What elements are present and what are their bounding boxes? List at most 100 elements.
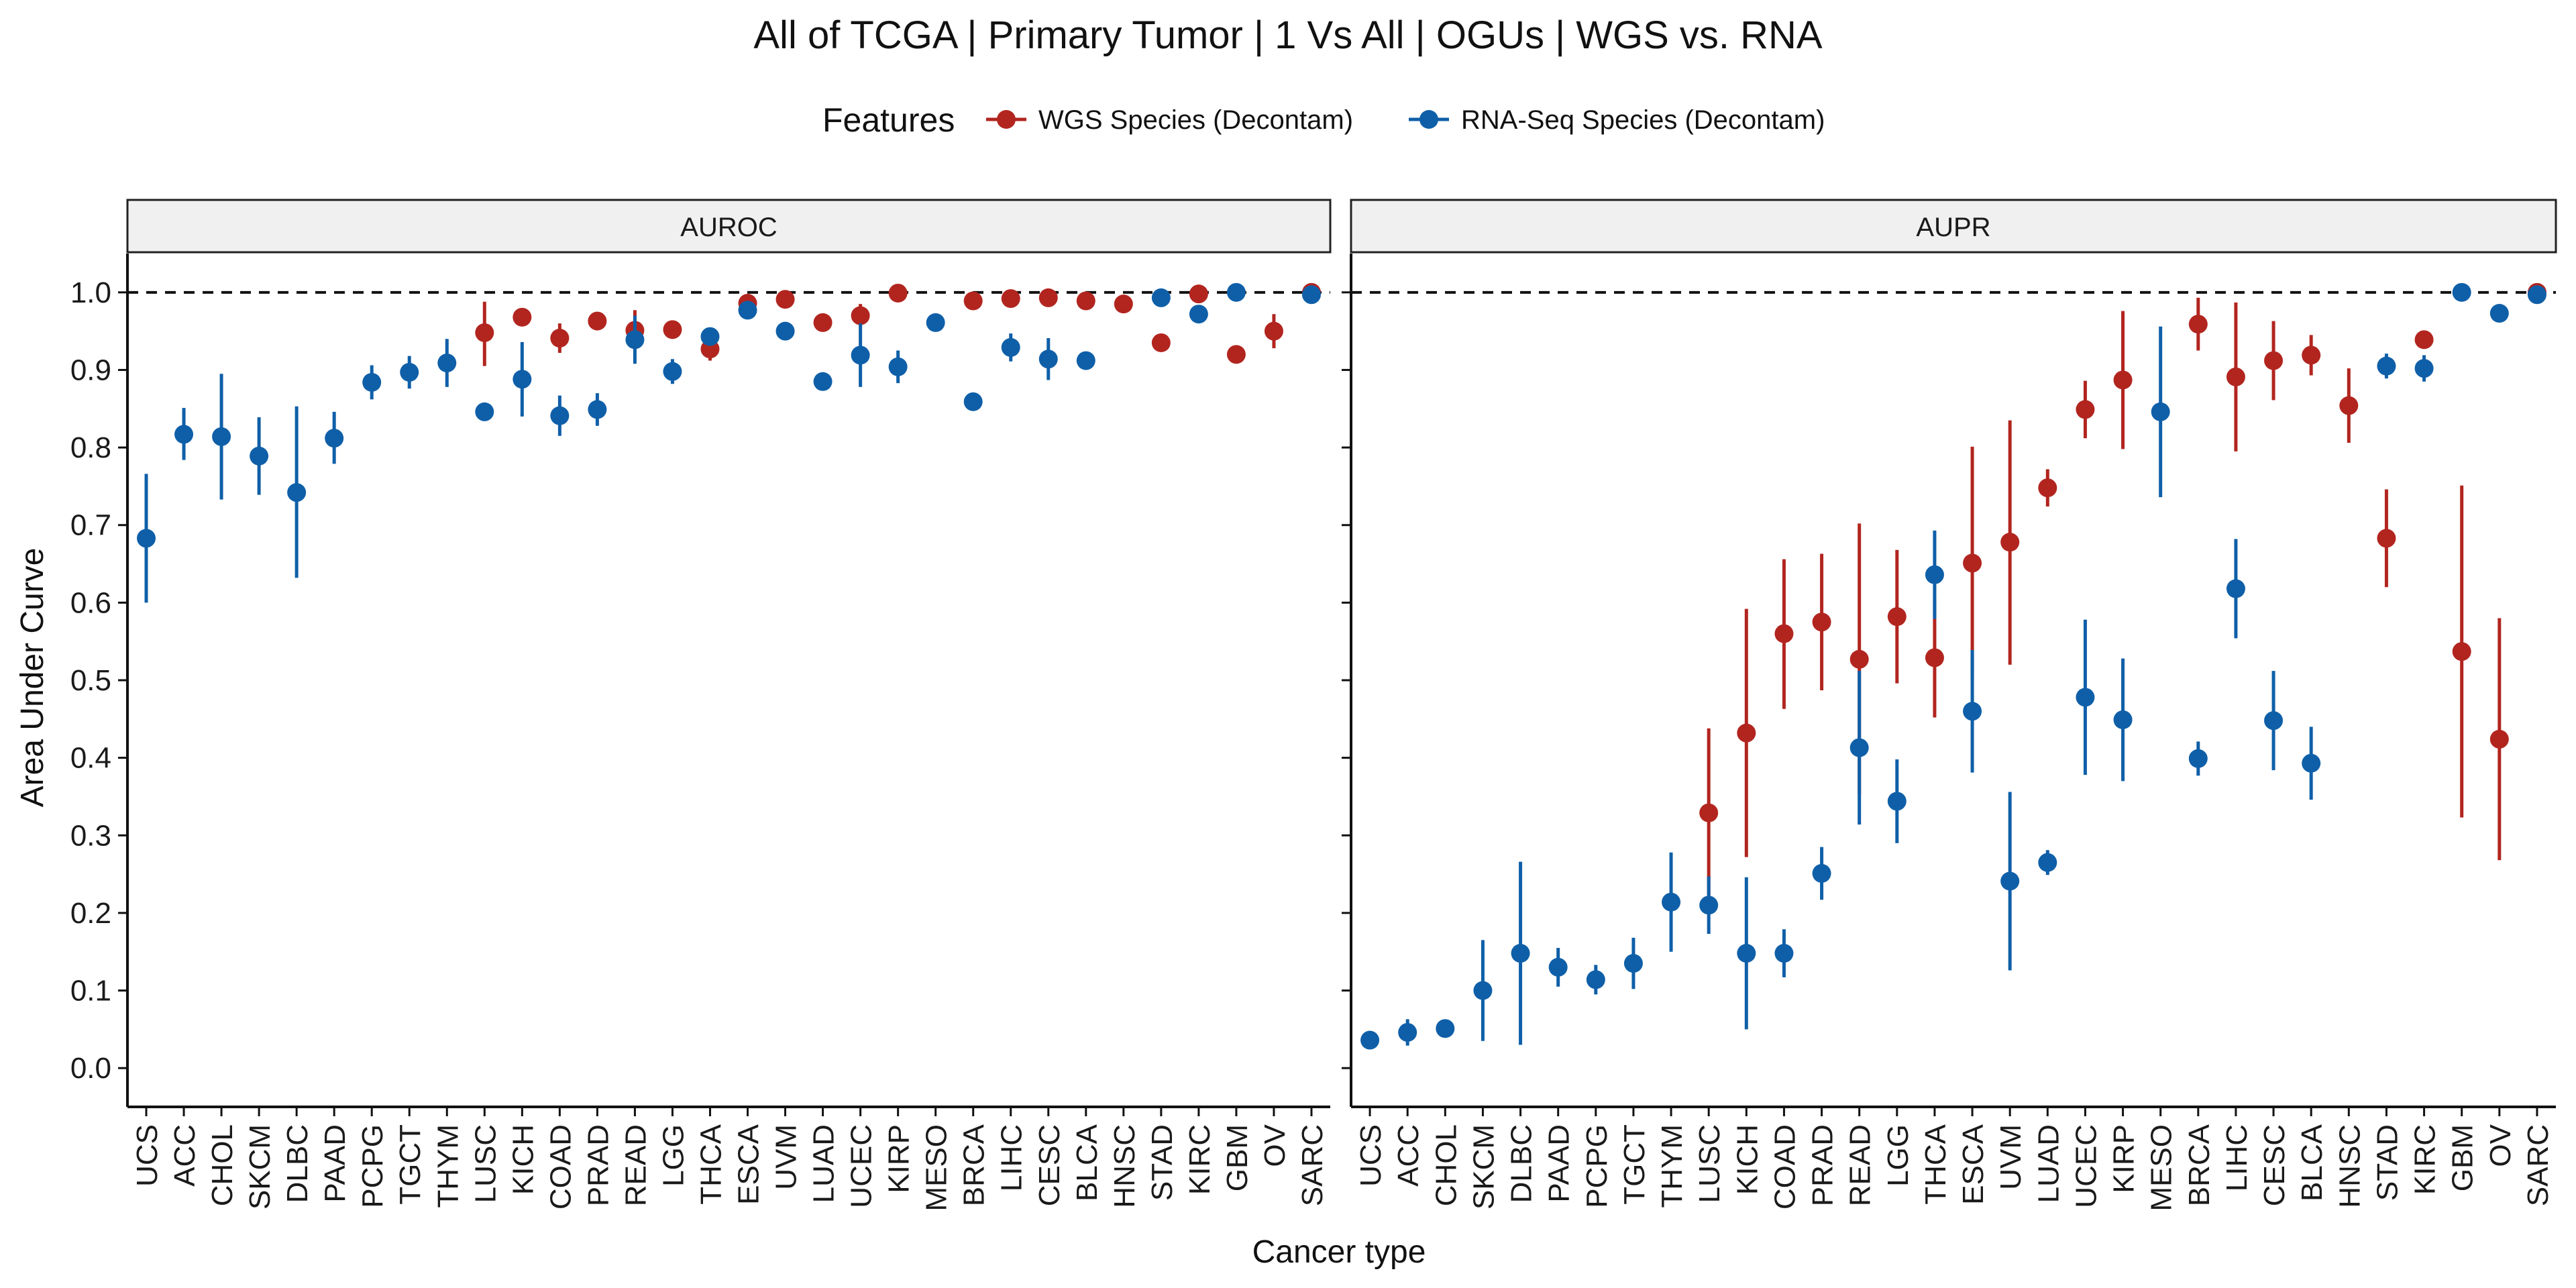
x-tick-label: ESCA [733, 1124, 765, 1204]
data-point [1812, 863, 1831, 883]
x-tick-label: STAD [1146, 1124, 1179, 1201]
x-tick-label: LUSC [469, 1124, 502, 1203]
data-point [1774, 624, 1794, 643]
data-point [1812, 612, 1831, 632]
data-point [437, 354, 457, 373]
data-point [513, 307, 532, 327]
data-point [1264, 321, 1283, 341]
x-tick-label: KIRP [2108, 1124, 2141, 1193]
data-point [1963, 702, 1982, 721]
data-point [2452, 642, 2471, 661]
data-point [700, 327, 720, 346]
y-tick-label: 0.6 [70, 586, 111, 619]
chart-title: All of TCGA | Primary Tumor | 1 Vs All |… [753, 13, 1823, 57]
data-point [2076, 400, 2095, 419]
panel-auroc: AUROC 0.0 0.1 0.2 0.3 0.4 0.5 0.6 0.7 0.8 0.9 1.0 UC… [70, 199, 1332, 1212]
y-tick-label: 0.1 [70, 975, 111, 1008]
data-point [2076, 688, 2095, 707]
data-point [588, 400, 607, 419]
data-point [2414, 359, 2434, 378]
data-point [1963, 553, 1982, 573]
x-tick-label: DLBC [281, 1124, 314, 1203]
x-tick-label: SARC [2522, 1124, 2555, 1206]
data-point [2264, 351, 2284, 370]
series-wgs [475, 282, 1321, 366]
data-point [1398, 1022, 1417, 1042]
x-tick-label: BRCA [958, 1124, 991, 1206]
x-tick-label: TGCT [1618, 1124, 1651, 1205]
y-tick-label: 0.0 [70, 1052, 111, 1085]
data-point [888, 283, 908, 303]
y-tick-label: 0.3 [70, 819, 111, 852]
legend-entry-1: RNA-Seq Species (Decontam) [1409, 105, 1825, 135]
y-axis-label: Area Under Curve [15, 548, 50, 808]
x-tick-label: LGG [657, 1124, 690, 1187]
data-point [2226, 367, 2245, 386]
x-tick-label: CESC [2258, 1124, 2291, 1206]
data-point [250, 446, 269, 466]
data-point [2188, 315, 2208, 334]
x-tick-label: UCEC [2070, 1124, 2102, 1208]
x-tick-label: DLBC [1505, 1124, 1538, 1203]
data-point [400, 362, 419, 382]
data-point [2264, 711, 2284, 731]
x-tick-label: HNSC [1108, 1124, 1141, 1208]
x-tick-label: PRAD [1807, 1124, 1839, 1206]
data-point [1548, 957, 1568, 977]
y-tick-label: 0.5 [70, 664, 111, 697]
data-point [588, 311, 607, 331]
data-point [1737, 723, 1756, 743]
data-point [475, 323, 494, 342]
data-point [2377, 356, 2396, 376]
data-point [550, 406, 570, 425]
x-tick-label: OV [1258, 1124, 1291, 1167]
data-point [2339, 396, 2359, 415]
data-point [1189, 305, 1208, 324]
data-point [1887, 607, 1907, 627]
x-tick-label: LGG [1882, 1124, 1915, 1187]
data-point [1623, 954, 1643, 973]
y-tick-label: 0.4 [70, 742, 111, 775]
data-point [550, 329, 570, 348]
data-point [1436, 1019, 1455, 1038]
data-point [625, 330, 645, 350]
x-tick-label: SKCM [244, 1124, 276, 1210]
data-point [926, 313, 945, 332]
x-tick-label: STAD [2371, 1124, 2404, 1201]
y-tick-label: 0.8 [70, 431, 111, 464]
data-point [325, 429, 344, 448]
x-tick-label: MESO [2145, 1124, 2178, 1212]
x-tick-label: UVM [770, 1124, 803, 1190]
x-tick-label: COAD [544, 1124, 577, 1210]
x-tick-label: KIRP [883, 1124, 916, 1193]
legend-label: RNA-Seq Species (Decontam) [1461, 105, 1825, 135]
panel-strip-label: AUPR [1916, 213, 1990, 242]
x-tick-label: ACC [168, 1124, 201, 1187]
x-tick-label: LIHC [2220, 1124, 2253, 1191]
data-point [888, 357, 908, 376]
data-point [1699, 803, 1719, 822]
data-point [1114, 294, 1133, 314]
legend-key-point [997, 110, 1016, 129]
data-point [2038, 853, 2057, 872]
x-tick-label: GBM [2447, 1124, 2479, 1191]
data-point [2489, 304, 2509, 323]
data-point [2038, 478, 2057, 498]
x-tick-label: BLCA [2296, 1124, 2328, 1201]
data-point [174, 425, 194, 444]
x-tick-label: READ [619, 1124, 652, 1206]
data-point [1774, 944, 1794, 963]
data-point [1076, 351, 1095, 370]
panel-strip-label: AUROC [680, 213, 777, 242]
x-tick-label: THCA [694, 1124, 727, 1204]
data-point [2302, 345, 2321, 365]
x-tick-label: UCS [131, 1124, 164, 1187]
data-point [1301, 285, 1321, 305]
series-rna [137, 282, 1321, 603]
data-point [1887, 792, 1907, 811]
data-point [813, 313, 833, 332]
data-point [2000, 533, 2020, 552]
x-tick-label: OV [2484, 1124, 2517, 1167]
data-point [1849, 738, 1869, 757]
data-point [2113, 370, 2133, 390]
